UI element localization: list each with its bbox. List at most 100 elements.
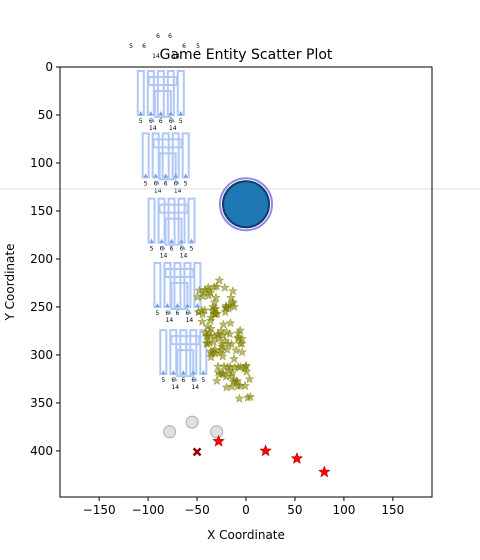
structure-base-label: 14 bbox=[154, 187, 162, 194]
structure-core bbox=[170, 281, 189, 310]
structure-label: 6 bbox=[154, 180, 158, 187]
structure-triangle bbox=[193, 377, 198, 382]
structure-bar bbox=[176, 70, 185, 116]
gray-circle-point bbox=[163, 425, 177, 439]
olive-star-point bbox=[221, 382, 232, 392]
y-tick-label: 200 bbox=[30, 252, 53, 266]
olive-star-point bbox=[226, 292, 237, 302]
structure-label: 6 bbox=[176, 310, 180, 317]
olive-star-cluster bbox=[192, 275, 256, 403]
olive-star-point bbox=[197, 316, 208, 327]
red-star-point bbox=[259, 444, 272, 457]
top-overflow-label: 6 bbox=[182, 43, 186, 50]
structure-triangle bbox=[169, 238, 174, 243]
gray-circle-point bbox=[210, 425, 224, 439]
structure-label: 6 bbox=[191, 377, 195, 384]
olive-star-point bbox=[205, 323, 216, 333]
top-overflow-label: 14 bbox=[152, 53, 160, 60]
structure-triangle bbox=[159, 238, 164, 243]
structure-triangle bbox=[161, 370, 166, 375]
structure-label: 5 bbox=[161, 377, 165, 384]
y-ticks: 0 50 100 150 200 250 300 350 400 bbox=[30, 60, 60, 458]
structure-triangle bbox=[187, 309, 192, 314]
structure-1: 5 6 6 6 514 14 bbox=[141, 132, 190, 194]
structure-beam bbox=[147, 76, 178, 86]
olive-star-point bbox=[218, 319, 229, 329]
structure-base-label: 14 bbox=[191, 384, 199, 391]
structure-0: 5 6 6 6 514 14 bbox=[136, 70, 185, 132]
structure-core bbox=[158, 152, 177, 181]
y-tick-label: 350 bbox=[30, 396, 53, 410]
y-tick-label: 50 bbox=[38, 108, 53, 122]
olive-star-point bbox=[233, 361, 244, 372]
olive-star-point bbox=[193, 306, 204, 317]
structure-label: 6 bbox=[170, 246, 174, 253]
olive-star-point bbox=[223, 338, 234, 349]
structure-triangle bbox=[179, 238, 184, 243]
structure-beam bbox=[164, 267, 195, 278]
structure-2: 5 6 6 6 514 14 bbox=[147, 197, 196, 260]
structure-base-label: 14 bbox=[169, 125, 177, 132]
top-overflow-labels: 6 6 5 6 6 5 14 14 bbox=[129, 33, 200, 60]
olive-star-point bbox=[220, 306, 231, 317]
structure-triangle bbox=[150, 118, 155, 122]
top-overflow-label: 6 bbox=[142, 43, 146, 50]
structure-bar bbox=[136, 70, 145, 116]
structure-label: 6 bbox=[164, 180, 168, 187]
x-ticks: −150 −100 −50 0 50 100 150 bbox=[83, 497, 404, 517]
structure-label: 6 bbox=[171, 377, 175, 384]
x-tick-label: 0 bbox=[242, 503, 250, 517]
x-tick-label: −50 bbox=[184, 503, 209, 517]
structure-triangle bbox=[148, 111, 153, 115]
structure-triangle bbox=[138, 111, 143, 115]
structure-bar bbox=[153, 261, 162, 308]
structure-triangle bbox=[161, 245, 166, 250]
olive-star-point bbox=[199, 305, 210, 315]
x-tick-label: 150 bbox=[381, 503, 404, 517]
olive-star-point bbox=[209, 281, 220, 292]
structure-triangle bbox=[183, 173, 188, 178]
top-overflow-label: 6 bbox=[168, 33, 172, 40]
structure-label: 6 bbox=[169, 118, 173, 125]
structure-triangle bbox=[178, 111, 183, 115]
x-tick-label: 50 bbox=[287, 503, 302, 517]
olive-star-point bbox=[229, 301, 240, 312]
structure-triangle bbox=[185, 302, 190, 307]
structure-bar bbox=[141, 132, 150, 179]
olive-star-point bbox=[213, 367, 224, 377]
olive-star-point bbox=[209, 344, 220, 354]
olive-star-point bbox=[211, 375, 222, 386]
structure-triangle bbox=[155, 302, 160, 307]
structure-triangle bbox=[189, 238, 194, 243]
structure-label: 6 bbox=[174, 180, 178, 187]
olive-star-point bbox=[232, 375, 242, 386]
olive-star-point bbox=[203, 290, 214, 300]
olive-star-point bbox=[205, 331, 216, 341]
structure-label: 5 bbox=[201, 377, 205, 384]
structure-triangle bbox=[171, 370, 176, 375]
olive-star-point bbox=[231, 345, 242, 355]
structure-label: 6 bbox=[181, 377, 185, 384]
structure-triangle bbox=[143, 173, 148, 178]
top-overflow-label: 14 bbox=[172, 53, 180, 60]
structure-bar bbox=[187, 197, 196, 244]
y-tick-label: 250 bbox=[30, 300, 53, 314]
olive-star-point bbox=[225, 317, 236, 328]
y-tick-label: 0 bbox=[45, 60, 53, 74]
structure-label: 5 bbox=[184, 180, 188, 187]
top-overflow-label: 6 bbox=[156, 33, 160, 40]
structures-layer: 5666514145666514145666514145666514145666… bbox=[136, 70, 208, 391]
structure-base-label: 14 bbox=[180, 253, 188, 260]
structure-triangle bbox=[201, 370, 206, 375]
structure-triangle bbox=[175, 302, 180, 307]
structure-bar bbox=[159, 329, 168, 376]
olive-star-point bbox=[201, 338, 212, 348]
y-axis-label: Y Coordinate bbox=[3, 244, 17, 322]
structure-core bbox=[153, 90, 172, 118]
olive-star-point bbox=[200, 284, 210, 295]
x-marker-point bbox=[192, 447, 202, 457]
gray-circle-point bbox=[185, 415, 199, 429]
structure-triangle bbox=[181, 370, 186, 375]
